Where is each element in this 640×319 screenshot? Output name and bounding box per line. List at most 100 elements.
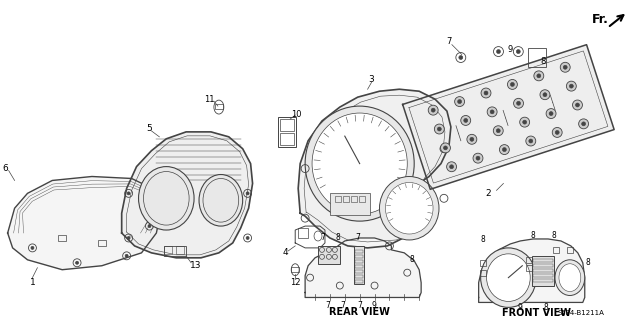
Bar: [318, 246, 340, 264]
Ellipse shape: [484, 91, 488, 95]
Ellipse shape: [540, 90, 550, 100]
Ellipse shape: [520, 117, 530, 127]
Bar: [164, 246, 186, 256]
Bar: [351, 196, 356, 202]
Text: 1: 1: [29, 278, 35, 287]
Text: 7: 7: [321, 234, 325, 242]
Ellipse shape: [459, 56, 463, 60]
Ellipse shape: [380, 176, 439, 240]
Polygon shape: [305, 238, 421, 298]
Bar: [335, 196, 341, 202]
Bar: [533, 264, 553, 267]
Ellipse shape: [560, 62, 570, 72]
Text: FRONT VIEW: FRONT VIEW: [502, 308, 571, 318]
Ellipse shape: [556, 130, 559, 134]
Polygon shape: [479, 239, 585, 302]
Bar: [355, 270, 363, 273]
Ellipse shape: [138, 167, 194, 230]
Bar: [358, 196, 365, 202]
Bar: [330, 193, 369, 215]
Bar: [355, 260, 363, 263]
Bar: [355, 280, 363, 283]
Ellipse shape: [246, 192, 249, 195]
Text: 8: 8: [544, 303, 548, 312]
Text: 7: 7: [340, 301, 345, 310]
Ellipse shape: [529, 139, 532, 143]
Text: 8: 8: [480, 235, 485, 244]
Bar: [479, 270, 486, 276]
Ellipse shape: [511, 82, 515, 86]
Ellipse shape: [486, 254, 530, 301]
Text: 8: 8: [552, 232, 556, 241]
Ellipse shape: [575, 103, 579, 107]
Bar: [355, 275, 363, 278]
Text: 4: 4: [282, 249, 288, 257]
Ellipse shape: [549, 112, 553, 115]
Ellipse shape: [246, 236, 249, 240]
Ellipse shape: [473, 153, 483, 163]
Bar: [58, 235, 66, 241]
Bar: [280, 119, 294, 131]
Bar: [526, 265, 532, 271]
Ellipse shape: [570, 84, 573, 88]
Ellipse shape: [454, 97, 465, 107]
Text: 10: 10: [291, 109, 301, 119]
Ellipse shape: [513, 98, 524, 108]
Text: 8: 8: [531, 232, 536, 241]
Ellipse shape: [444, 146, 447, 150]
Ellipse shape: [579, 119, 589, 129]
Text: 8: 8: [540, 57, 546, 66]
Bar: [355, 250, 363, 253]
Text: Fr.: Fr.: [592, 13, 609, 26]
Bar: [533, 278, 553, 282]
Ellipse shape: [526, 136, 536, 146]
Bar: [164, 246, 172, 254]
Ellipse shape: [385, 182, 433, 234]
Ellipse shape: [563, 65, 567, 69]
Bar: [553, 247, 559, 253]
Ellipse shape: [559, 264, 580, 292]
Ellipse shape: [447, 162, 456, 172]
Ellipse shape: [449, 165, 454, 169]
Ellipse shape: [573, 100, 582, 110]
Text: 12: 12: [290, 278, 300, 287]
Bar: [298, 228, 308, 238]
Polygon shape: [8, 176, 161, 270]
Text: 7: 7: [446, 37, 452, 46]
Ellipse shape: [31, 246, 34, 249]
Ellipse shape: [493, 126, 503, 136]
Ellipse shape: [76, 261, 79, 264]
Text: 8: 8: [410, 255, 415, 264]
Ellipse shape: [435, 124, 444, 134]
Ellipse shape: [312, 113, 407, 214]
Ellipse shape: [125, 254, 128, 257]
Text: 9: 9: [518, 303, 523, 312]
Ellipse shape: [537, 74, 541, 78]
Ellipse shape: [555, 260, 585, 295]
Bar: [355, 265, 363, 268]
Bar: [343, 196, 349, 202]
Ellipse shape: [481, 88, 491, 98]
Bar: [479, 260, 486, 266]
Bar: [533, 259, 553, 262]
Ellipse shape: [499, 145, 509, 154]
Ellipse shape: [481, 248, 536, 308]
Polygon shape: [122, 132, 253, 258]
Bar: [354, 246, 364, 284]
Bar: [280, 133, 294, 145]
Ellipse shape: [534, 71, 544, 81]
Text: 7: 7: [326, 301, 330, 310]
Bar: [355, 255, 363, 258]
Ellipse shape: [546, 108, 556, 119]
Ellipse shape: [127, 236, 130, 240]
Text: 8: 8: [335, 234, 340, 242]
Text: 6: 6: [3, 164, 8, 173]
Ellipse shape: [476, 156, 480, 160]
Ellipse shape: [431, 108, 435, 112]
Text: 11: 11: [204, 95, 214, 104]
Polygon shape: [298, 89, 451, 248]
Text: 3: 3: [369, 75, 374, 84]
Text: 13: 13: [190, 261, 202, 270]
Ellipse shape: [552, 128, 562, 137]
Ellipse shape: [487, 107, 497, 117]
